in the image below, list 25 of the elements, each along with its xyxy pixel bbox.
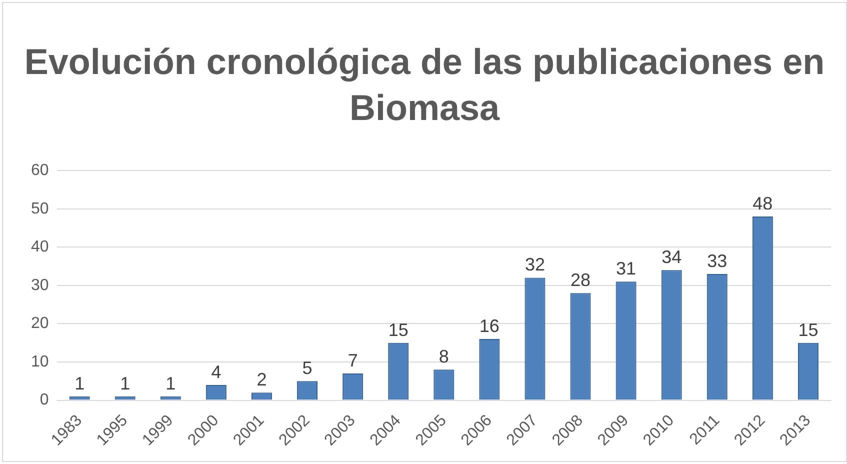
data-label: 34 <box>662 247 682 268</box>
data-label: 33 <box>707 250 728 271</box>
data-label: 32 <box>524 254 545 275</box>
y-tick-label: 40 <box>31 238 49 256</box>
y-tick-label: 20 <box>31 315 49 332</box>
data-label: 16 <box>479 316 500 336</box>
chart-title: Evolución cronológica de las publicaciones en Biomasa <box>23 40 826 130</box>
data-label: 28 <box>570 270 591 290</box>
data-label: 7 <box>348 350 358 370</box>
data-label: 1 <box>120 373 130 394</box>
data-label: 4 <box>211 362 222 382</box>
data-label: 31 <box>616 258 636 279</box>
y-tick-label: 60 <box>31 162 49 180</box>
data-label: 1 <box>74 373 85 394</box>
y-tick-label: 10 <box>31 353 49 370</box>
data-label: 1 <box>166 373 176 394</box>
data-label: 48 <box>752 194 773 214</box>
data-label: 8 <box>438 346 449 367</box>
y-tick-label: 0 <box>40 392 49 409</box>
y-tick-label: 50 <box>31 200 49 218</box>
data-label: 5 <box>302 358 312 378</box>
data-label: 15 <box>798 320 818 340</box>
data-label: 2 <box>256 370 267 390</box>
y-tick-label: 30 <box>31 276 49 294</box>
data-label: 15 <box>388 320 408 340</box>
